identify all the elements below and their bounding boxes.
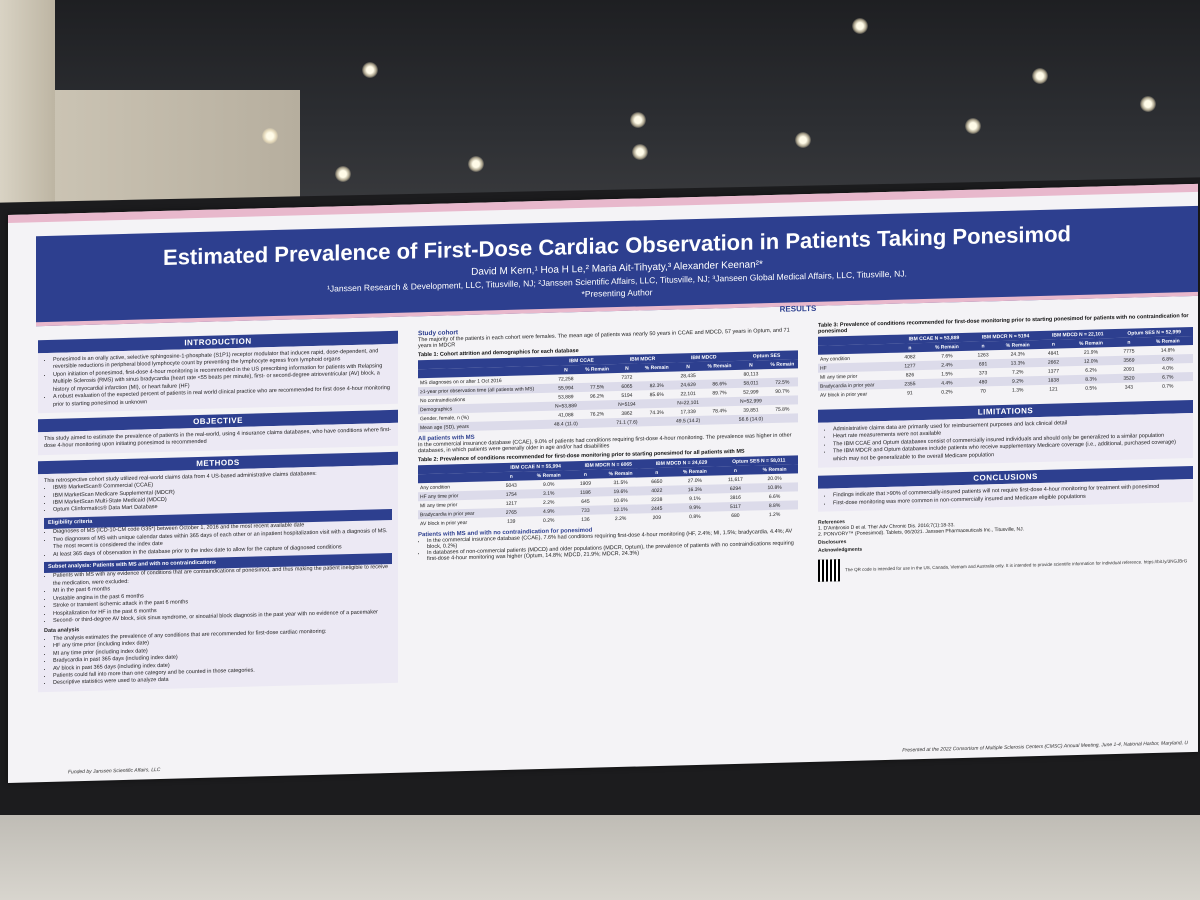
ceiling-light — [1032, 68, 1048, 84]
table-cell: 0.2% — [941, 388, 953, 396]
middle-column: Study cohort The majority of the patient… — [418, 320, 798, 562]
table-cell: 70 — [980, 387, 986, 395]
table2: IBM CCAE N = 55,994 IBM MDCR N = 6065 IB… — [418, 455, 798, 528]
table-cell: 0.2% — [543, 517, 555, 524]
table-cell — [766, 413, 798, 424]
table-cell: AV block in prior year — [420, 519, 468, 527]
table-cell: AV block in prior year — [820, 391, 868, 399]
ceiling-light — [335, 166, 351, 182]
data-analysis-list: The analysis estimates the prevalence of… — [44, 627, 392, 688]
qr-block: The QR code is intended for use in the U… — [818, 550, 1193, 582]
table-cell: 680 — [731, 512, 740, 519]
ceiling-light — [965, 118, 981, 134]
ceiling-light — [630, 112, 646, 128]
table-cell: 91 — [907, 389, 913, 396]
table-cell: 48.4 (11.0) — [550, 418, 582, 429]
table-cell — [581, 418, 613, 428]
left-column: INTRODUCTION Ponesimod is an orally acti… — [38, 330, 398, 692]
table-cell: 1.3% — [1012, 386, 1024, 394]
qr-link[interactable]: https://bit.ly/3NGJBrG — [1143, 558, 1188, 565]
table-cell: 0.5% — [1085, 384, 1097, 392]
subset-list: Patients with MS with any evidence of co… — [44, 564, 392, 625]
presented-at-note: Presented at the 2022 Consortium of Mult… — [902, 740, 1188, 754]
table-cell: 71.1 (7.6) — [612, 417, 642, 428]
table1-body: MS diagnoses on or after 1 Oct 2016 72,25… — [418, 368, 798, 433]
qr-text: The QR code is intended for use in the U… — [845, 559, 1143, 573]
ceiling-light — [852, 18, 868, 34]
references-section: References 1. D'Ambrosio D et al. Ther A… — [818, 510, 1193, 554]
table-cell: 49.5 (14.2) — [672, 415, 704, 426]
limitations-body: Administrative claims data are primarily… — [818, 412, 1193, 468]
ceiling-light — [632, 144, 648, 160]
poster: Estimated Prevalence of First-Dose Cardi… — [8, 183, 1198, 784]
ceiling-light — [362, 62, 378, 78]
table-cell: 136 — [581, 516, 590, 523]
table-cell — [641, 416, 673, 427]
ceiling-light — [1140, 96, 1156, 112]
funding-note: Funded by Janssen Scientific Affairs, LL… — [68, 767, 161, 776]
table-cell: 0.8% — [689, 513, 701, 520]
table-cell — [703, 414, 736, 425]
floor — [0, 815, 1200, 900]
table3-body: Any condition 4082 7.6% 1263 24.3% 4841 21.9% 7… — [818, 345, 1193, 400]
ceiling-light — [795, 132, 811, 148]
ceiling-light — [262, 128, 278, 144]
table2-body: Any condition 5043 9.0% 1909 31.5% 6650 27.0% 1… — [418, 473, 798, 528]
table-cell: 139 — [507, 518, 516, 525]
table-cell: 343 — [1124, 384, 1134, 391]
table1: IBM CCAE IBM MDCR IBM MDCD Optum SES N %… — [418, 350, 798, 433]
introduction-list: Ponesimod is an orally active, selective… — [44, 348, 392, 409]
conclusions-list: Findings indicate that >90% of commercia… — [824, 483, 1187, 507]
methods-body: This retrospective cohort study utilized… — [38, 464, 398, 692]
ceiling-light — [468, 156, 484, 172]
table-cell: 209 — [652, 514, 661, 521]
table-cell: 121 — [1049, 386, 1058, 393]
limitations-list: Administrative claims data are primarily… — [824, 417, 1187, 464]
table3: IBM CCAE N = 53,889 IBM MDCR N = 5194 IB… — [818, 326, 1193, 400]
introduction-body: Ponesimod is an orally active, selective… — [38, 343, 398, 414]
table-cell: 0.7% — [1162, 382, 1174, 390]
right-column: Table 3: Prevalence of conditions recomm… — [818, 310, 1193, 582]
table-cell: 2.2% — [614, 515, 627, 522]
qr-code-icon[interactable] — [818, 559, 840, 582]
table-cell: 1.2% — [768, 511, 781, 518]
table-cell: 56.6 (14.0) — [735, 414, 767, 424]
